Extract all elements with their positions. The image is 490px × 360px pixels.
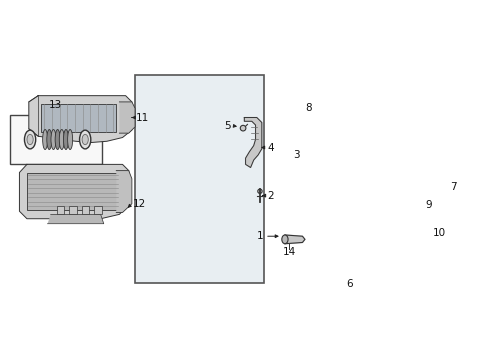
Ellipse shape bbox=[340, 138, 349, 172]
Bar bbox=[364, 134, 368, 176]
Polygon shape bbox=[285, 235, 305, 244]
Bar bbox=[27, 172, 120, 210]
Polygon shape bbox=[116, 171, 132, 212]
Text: 10: 10 bbox=[433, 228, 446, 238]
Text: 1: 1 bbox=[256, 231, 263, 241]
Bar bbox=[387, 139, 391, 171]
Polygon shape bbox=[120, 102, 135, 133]
Text: 11: 11 bbox=[136, 113, 149, 122]
Text: 13: 13 bbox=[49, 100, 62, 110]
Polygon shape bbox=[29, 96, 132, 143]
Text: 9: 9 bbox=[425, 200, 432, 210]
Text: 5: 5 bbox=[224, 121, 231, 131]
Ellipse shape bbox=[338, 130, 350, 180]
Text: 14: 14 bbox=[283, 247, 296, 257]
Ellipse shape bbox=[43, 130, 48, 149]
Text: 12: 12 bbox=[133, 199, 147, 209]
Bar bbox=[10, 115, 102, 164]
Ellipse shape bbox=[59, 130, 64, 149]
Text: 2: 2 bbox=[268, 190, 274, 201]
Bar bbox=[344, 130, 404, 180]
Text: 6: 6 bbox=[346, 279, 353, 289]
Ellipse shape bbox=[332, 105, 337, 110]
Ellipse shape bbox=[51, 130, 56, 149]
Bar bbox=[41, 104, 116, 132]
Polygon shape bbox=[245, 117, 262, 167]
Ellipse shape bbox=[79, 130, 91, 149]
Ellipse shape bbox=[24, 130, 36, 149]
Ellipse shape bbox=[47, 130, 52, 149]
Text: 7: 7 bbox=[450, 183, 457, 193]
Ellipse shape bbox=[282, 235, 288, 244]
Text: 3: 3 bbox=[293, 150, 299, 160]
Text: 4: 4 bbox=[268, 143, 274, 153]
Polygon shape bbox=[332, 193, 416, 217]
Bar bbox=[370, 135, 374, 175]
Bar bbox=[95, 206, 102, 214]
Polygon shape bbox=[20, 165, 129, 219]
Ellipse shape bbox=[399, 138, 409, 172]
Ellipse shape bbox=[64, 130, 69, 149]
Polygon shape bbox=[450, 226, 462, 277]
Bar bbox=[392, 140, 396, 170]
Bar bbox=[359, 132, 363, 177]
Bar bbox=[381, 138, 385, 172]
Bar bbox=[57, 206, 64, 214]
Bar bbox=[353, 131, 357, 179]
Bar bbox=[82, 206, 89, 214]
Ellipse shape bbox=[82, 134, 88, 145]
Polygon shape bbox=[319, 226, 462, 233]
Ellipse shape bbox=[344, 221, 419, 245]
Polygon shape bbox=[350, 180, 382, 195]
Ellipse shape bbox=[352, 226, 412, 240]
Bar bbox=[319, 233, 450, 277]
Bar bbox=[347, 130, 351, 180]
Text: 8: 8 bbox=[305, 103, 312, 113]
Ellipse shape bbox=[68, 130, 73, 149]
Ellipse shape bbox=[55, 130, 60, 149]
Polygon shape bbox=[48, 214, 104, 224]
Ellipse shape bbox=[258, 189, 262, 193]
Bar bbox=[375, 136, 379, 174]
Bar bbox=[70, 206, 77, 214]
Ellipse shape bbox=[240, 125, 246, 131]
Ellipse shape bbox=[27, 134, 33, 145]
Bar bbox=[135, 76, 264, 283]
